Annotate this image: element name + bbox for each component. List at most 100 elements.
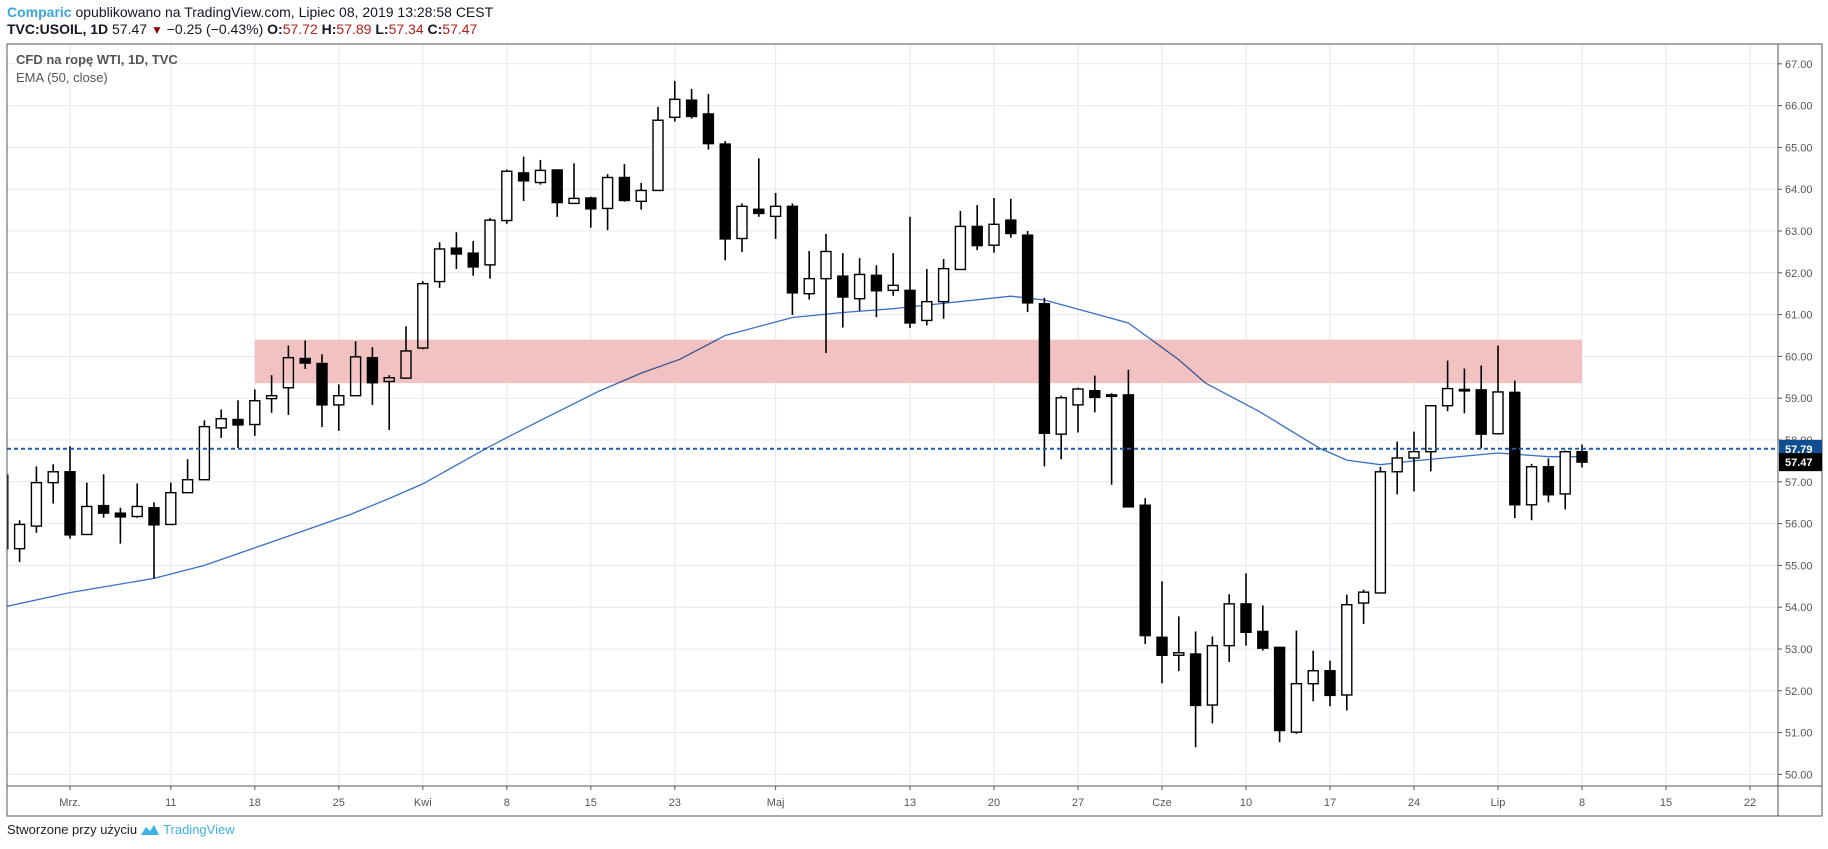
candle[interactable] — [501, 169, 513, 224]
candle[interactable] — [47, 464, 59, 504]
candle[interactable] — [181, 459, 194, 494]
candle[interactable] — [820, 233, 832, 354]
candle[interactable] — [1290, 630, 1303, 734]
candle[interactable] — [1223, 594, 1235, 662]
candle[interactable] — [1341, 594, 1353, 711]
candle[interactable] — [1240, 573, 1252, 646]
candle[interactable] — [551, 169, 563, 217]
candle-body — [870, 274, 883, 292]
candle[interactable] — [685, 88, 698, 119]
candle[interactable] — [753, 158, 765, 217]
candle[interactable] — [568, 163, 580, 205]
tradingview-link[interactable]: TradingView — [163, 822, 235, 837]
tradingview-logo-icon — [141, 825, 160, 835]
plot-area[interactable] — [0, 80, 1778, 748]
candle[interactable] — [887, 253, 899, 296]
y-tick-label: 59.00 — [1785, 393, 1813, 405]
indicator-legend[interactable]: EMA (50, close) — [16, 70, 108, 85]
candle[interactable] — [1324, 660, 1336, 707]
x-tick-label: 8 — [1579, 797, 1585, 809]
candle[interactable] — [1425, 405, 1437, 472]
candle[interactable] — [1005, 198, 1017, 238]
candle[interactable] — [601, 174, 614, 231]
candle[interactable] — [450, 232, 463, 270]
candle[interactable] — [937, 259, 950, 319]
candle[interactable] — [904, 216, 916, 328]
candle[interactable] — [736, 203, 748, 252]
candle[interactable] — [803, 251, 815, 300]
candle[interactable] — [954, 210, 967, 271]
candle[interactable] — [1408, 431, 1420, 492]
candle[interactable] — [837, 253, 849, 328]
candle[interactable] — [417, 281, 429, 350]
candle[interactable] — [333, 384, 345, 431]
candle[interactable] — [652, 106, 664, 192]
candle[interactable] — [1055, 395, 1067, 460]
candle-body — [1441, 387, 1454, 407]
candle[interactable] — [1391, 441, 1403, 495]
candle[interactable] — [97, 474, 110, 518]
candle[interactable] — [433, 242, 446, 288]
candle[interactable] — [702, 93, 715, 150]
candle[interactable] — [1122, 369, 1135, 508]
y-tick-label: 62.00 — [1785, 268, 1813, 280]
candle[interactable] — [1542, 458, 1555, 503]
candle[interactable] — [669, 80, 681, 122]
candle[interactable] — [635, 182, 647, 210]
candle-body — [198, 425, 211, 481]
candle[interactable] — [30, 466, 43, 533]
close-value: 57.47 — [442, 21, 478, 37]
candle-body — [131, 505, 143, 518]
candle-body — [165, 491, 177, 526]
candle[interactable] — [215, 409, 227, 438]
y-tick-label: 67.00 — [1785, 59, 1813, 71]
candle[interactable] — [13, 520, 26, 563]
candle[interactable] — [484, 218, 496, 279]
author-link[interactable]: Comparic — [7, 4, 72, 20]
candle[interactable] — [1357, 589, 1370, 624]
candle[interactable] — [148, 502, 160, 579]
candle[interactable] — [534, 159, 547, 185]
candle[interactable] — [131, 483, 143, 518]
candle[interactable] — [1374, 466, 1387, 594]
candle[interactable] — [165, 482, 177, 526]
candle[interactable] — [988, 197, 1000, 253]
candle[interactable] — [585, 196, 597, 228]
candle[interactable] — [769, 192, 782, 239]
y-tick-label: 63.00 — [1785, 226, 1813, 238]
candle[interactable] — [1189, 631, 1202, 748]
candle[interactable] — [1273, 646, 1286, 743]
candle[interactable] — [1156, 581, 1168, 684]
candle[interactable] — [1257, 605, 1269, 651]
x-tick-label: 22 — [1744, 797, 1756, 809]
candle[interactable] — [921, 269, 933, 326]
candle[interactable] — [467, 241, 479, 276]
candle[interactable] — [517, 156, 530, 201]
candle[interactable] — [1307, 650, 1319, 702]
candle[interactable] — [232, 400, 244, 448]
resistance-zone[interactable] — [254, 339, 1582, 384]
candle-body — [484, 219, 496, 266]
candle[interactable] — [114, 507, 127, 544]
candle[interactable] — [786, 203, 799, 316]
y-tick-label: 53.00 — [1785, 644, 1813, 656]
candle[interactable] — [1139, 498, 1151, 644]
candle[interactable] — [1206, 636, 1219, 724]
candle[interactable] — [870, 265, 883, 318]
candle[interactable] — [1525, 463, 1538, 521]
candle[interactable] — [64, 446, 76, 539]
candle[interactable] — [249, 389, 261, 436]
candle[interactable] — [1072, 387, 1084, 433]
candle[interactable] — [1559, 450, 1571, 510]
candle[interactable] — [383, 375, 395, 430]
candle[interactable] — [971, 205, 983, 251]
candle[interactable] — [1021, 231, 1034, 313]
candle[interactable] — [198, 420, 211, 481]
candle[interactable] — [618, 164, 631, 202]
candle[interactable] — [81, 482, 93, 536]
candle[interactable] — [1173, 616, 1185, 672]
candle[interactable] — [1105, 393, 1118, 485]
candle[interactable] — [853, 258, 866, 311]
candle[interactable] — [719, 141, 731, 261]
